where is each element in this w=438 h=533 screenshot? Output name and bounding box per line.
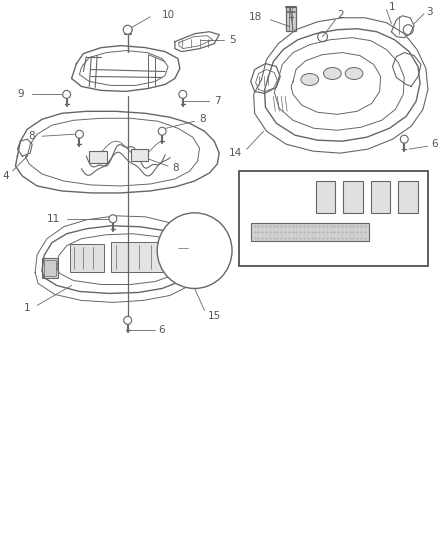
Ellipse shape xyxy=(344,68,362,79)
Text: 8: 8 xyxy=(28,131,35,141)
Circle shape xyxy=(75,130,83,138)
Text: 9: 9 xyxy=(18,90,24,99)
Bar xyxy=(176,241,197,256)
Text: 3: 3 xyxy=(425,7,431,17)
Text: 15: 15 xyxy=(207,311,220,321)
Bar xyxy=(343,181,362,213)
Circle shape xyxy=(123,25,132,34)
Text: 1: 1 xyxy=(24,303,30,313)
Circle shape xyxy=(109,215,117,223)
Bar xyxy=(111,241,165,271)
Circle shape xyxy=(317,31,327,42)
Text: 7: 7 xyxy=(214,96,220,107)
Bar xyxy=(42,257,58,278)
Text: 1: 1 xyxy=(388,2,394,12)
Text: 4: 4 xyxy=(2,171,9,181)
Circle shape xyxy=(124,317,131,324)
Text: 5: 5 xyxy=(229,35,235,45)
Text: 8: 8 xyxy=(172,163,178,173)
Bar xyxy=(286,7,295,31)
Bar xyxy=(131,149,148,161)
Bar xyxy=(89,151,107,163)
Bar xyxy=(250,223,368,241)
Text: 8: 8 xyxy=(199,114,206,124)
Circle shape xyxy=(63,91,71,99)
Bar xyxy=(315,181,335,213)
Text: 6: 6 xyxy=(158,325,164,335)
Text: 14: 14 xyxy=(228,148,241,158)
Bar xyxy=(70,244,104,271)
Text: 11: 11 xyxy=(46,214,60,224)
Circle shape xyxy=(157,213,232,288)
Bar xyxy=(238,171,427,265)
Circle shape xyxy=(399,135,407,143)
Circle shape xyxy=(158,127,166,135)
Ellipse shape xyxy=(323,68,340,79)
Text: 6: 6 xyxy=(430,139,437,149)
Bar xyxy=(397,181,417,213)
Bar xyxy=(177,244,187,254)
Text: 12: 12 xyxy=(253,191,266,201)
Text: 18: 18 xyxy=(249,12,262,22)
Bar xyxy=(44,260,56,276)
Bar xyxy=(370,181,389,213)
Text: 2: 2 xyxy=(336,10,343,20)
Ellipse shape xyxy=(300,74,318,85)
Circle shape xyxy=(178,91,186,99)
Circle shape xyxy=(403,25,412,35)
Text: 10: 10 xyxy=(162,10,175,20)
